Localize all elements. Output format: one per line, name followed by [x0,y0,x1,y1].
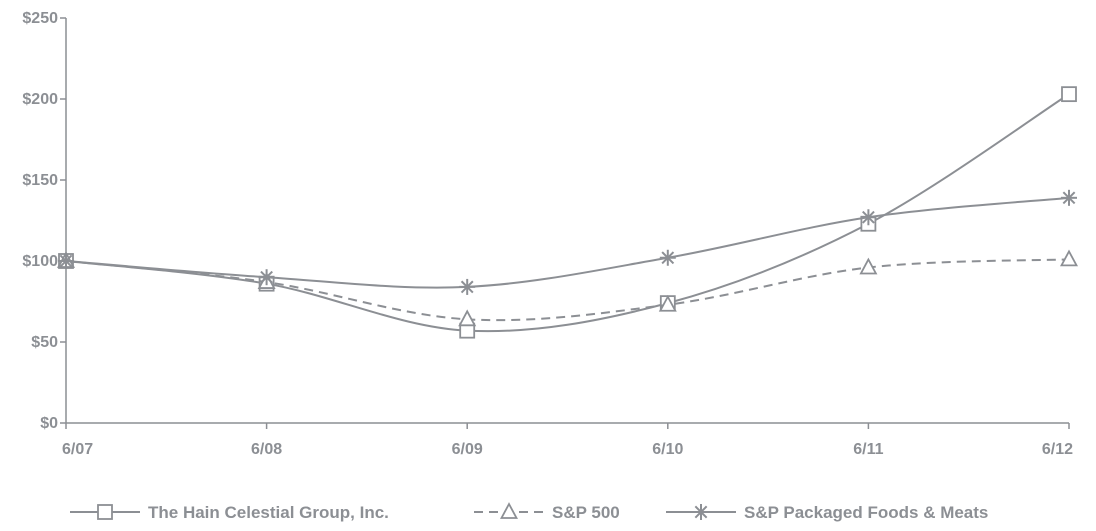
legend-label: S&P 500 [552,503,620,522]
y-tick-label: $150 [22,172,58,189]
series-0 [58,86,1077,339]
data-point [1061,86,1077,103]
data-point [58,253,74,269]
y-tick-label: $200 [22,91,58,108]
y-tick-label: $250 [22,10,58,27]
data-point [258,269,275,286]
y-tick-label: $0 [40,415,58,432]
legend-label: S&P Packaged Foods & Meats [744,503,988,522]
x-tick-label: 6/12 [1042,441,1073,458]
data-point [1061,189,1077,206]
data-point [859,257,878,275]
axes: $0 $50 $100 $150 $200 $250 6/07 6/08 6/09 6/10 6/1… [22,10,1073,458]
legend-item: The Hain Celestial Group, Inc. [70,503,389,522]
legend-marker [97,504,113,520]
legend-item: S&P Packaged Foods & Meats [666,503,988,522]
data-point [1059,249,1079,267]
series-layer [56,86,1079,339]
legend: The Hain Celestial Group, Inc. S&P 500 S&P… [70,502,988,522]
series-2 [58,189,1077,295]
data-point [658,294,677,312]
x-tick-label: 6/09 [452,441,483,458]
series-line [65,93,1070,333]
y-tick-label: $100 [22,253,58,270]
data-point [860,209,877,226]
legend-item: S&P 500 [474,502,620,522]
series-line [65,258,1070,322]
data-point [458,309,477,327]
series-1 [56,249,1079,327]
x-tick-label: 6/07 [62,441,93,458]
x-tick-label: 6/10 [652,441,683,458]
x-tick-label: 6/08 [251,441,282,458]
y-tick-label: $50 [31,334,58,351]
legend-label: The Hain Celestial Group, Inc. [148,503,389,522]
data-point [659,249,676,266]
series-line [65,196,1070,289]
data-point [459,278,476,295]
legend-marker [499,502,519,519]
legend-marker [693,504,709,520]
x-tick-label: 6/11 [853,441,883,458]
